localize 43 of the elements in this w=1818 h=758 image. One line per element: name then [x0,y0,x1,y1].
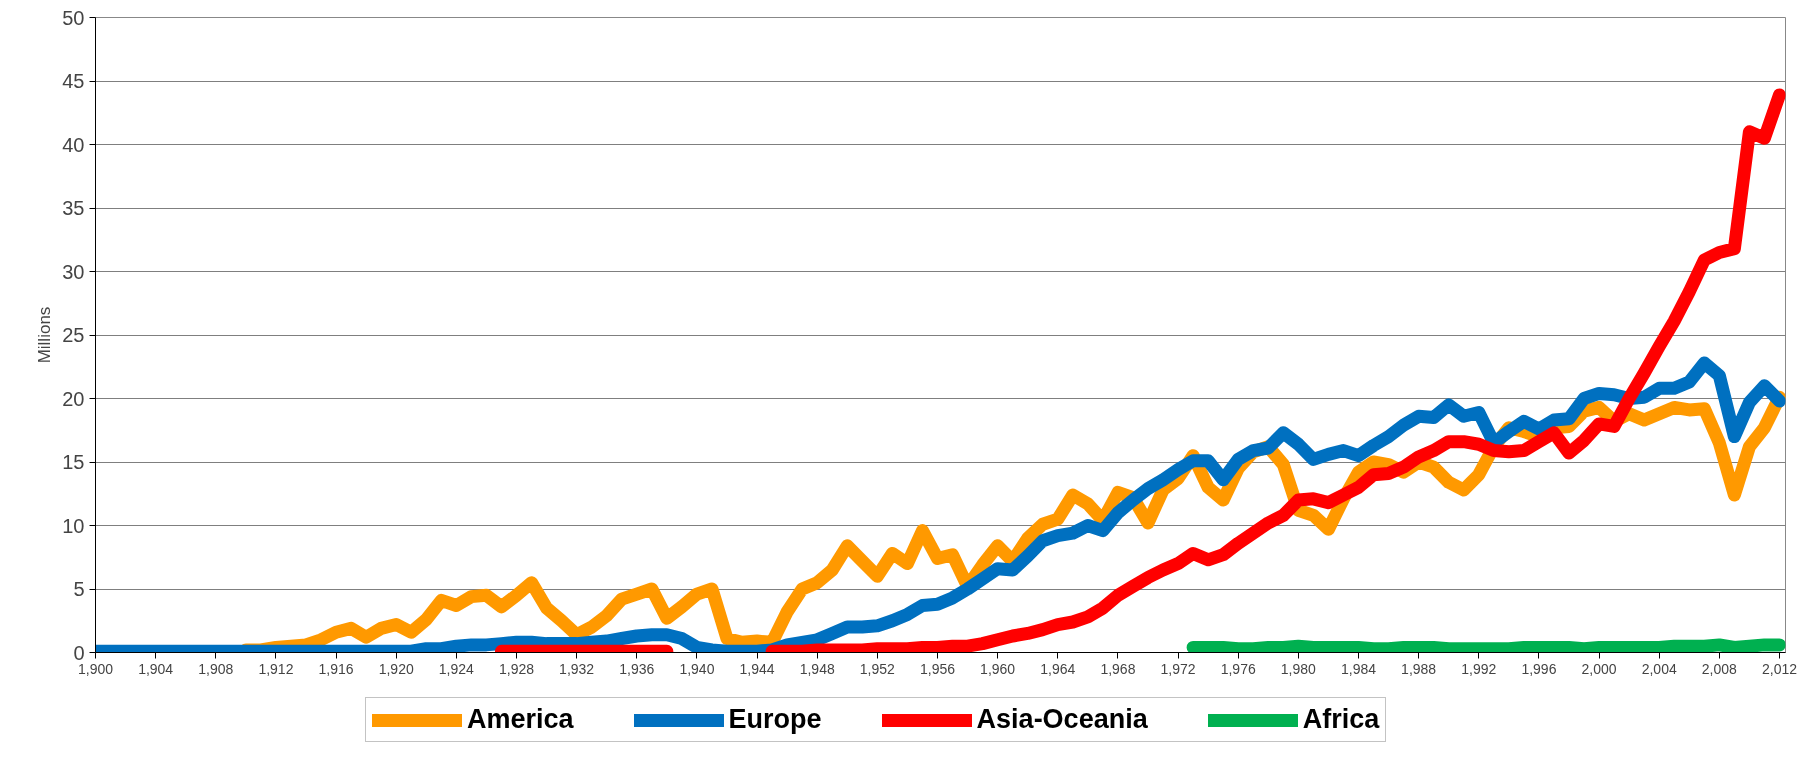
x-tick-label: 1,928 [498,660,535,677]
y-tick-label: 35 [62,197,85,219]
y-tick-label: 20 [62,387,85,410]
legend-label: Asia-Oceania [976,704,1148,735]
x-tick-label: 1,948 [799,660,835,677]
y-axis-title: Millions [35,306,55,364]
x-tick-label: 2,004 [1641,660,1677,677]
y-tick-label: 15 [62,451,85,473]
x-tick-label: 2,012 [1761,660,1798,677]
x-tick-label: 1,952 [859,660,896,677]
x-tick-label: 1,936 [619,660,655,677]
x-tick-label: 2,000 [1581,660,1617,677]
y-tick-label: 5 [73,578,85,600]
legend-label: Europe [728,704,822,735]
x-tick-label: 1,908 [198,660,234,677]
y-tick-label: 30 [62,260,85,283]
x-tick-label: 1,960 [980,660,1016,677]
x-tick-label: 1,924 [438,660,475,677]
x-tick-label: 1,968 [1100,660,1136,677]
x-tick-label: 1,912 [258,660,294,677]
x-tick-label: 1,992 [1461,660,1497,677]
x-tick-label: 1,956 [919,660,956,677]
x-tick-label: 1,940 [679,660,715,677]
x-tick-label: 1,988 [1401,660,1437,677]
x-tick-label: 1,996 [1521,660,1557,677]
x-tick-label: 1,904 [138,660,174,677]
x-tick-label: 2,008 [1701,660,1738,677]
x-tick-label: 1,916 [318,660,354,677]
y-tick-label: 25 [62,324,85,346]
x-tick-label: 1,980 [1280,660,1317,677]
x-tick-label: 1,964 [1040,660,1076,677]
x-tick-label: 1,984 [1340,660,1377,677]
y-tick-label: 50 [62,6,85,29]
y-tick-label: 45 [62,70,85,92]
legend-label: Africa [1302,704,1380,735]
y-tick-label: 40 [62,133,85,156]
x-tick-label: 1,920 [378,660,414,677]
x-tick-label: 1,972 [1160,660,1196,677]
x-tick-label: 1,944 [739,660,775,677]
x-tick-label: 1,976 [1220,660,1256,677]
y-tick-label: 10 [62,514,85,537]
legend-label: America [467,704,574,735]
x-tick-label: 1,932 [559,660,595,677]
